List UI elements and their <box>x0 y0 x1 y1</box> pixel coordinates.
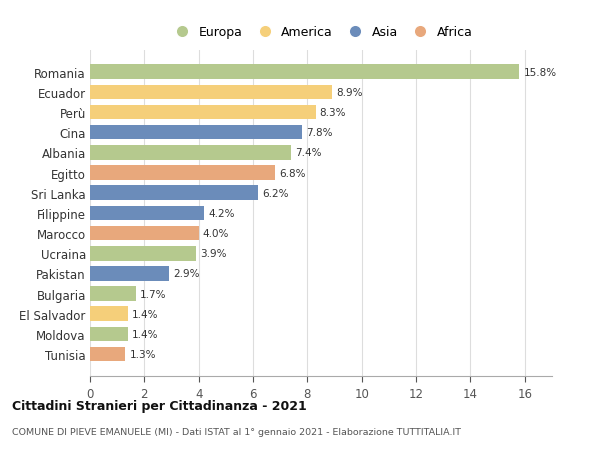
Legend: Europa, America, Asia, Africa: Europa, America, Asia, Africa <box>164 21 478 44</box>
Bar <box>90 106 316 120</box>
Bar <box>90 206 204 221</box>
Text: 15.8%: 15.8% <box>523 67 557 78</box>
Text: COMUNE DI PIEVE EMANUELE (MI) - Dati ISTAT al 1° gennaio 2021 - Elaborazione TUT: COMUNE DI PIEVE EMANUELE (MI) - Dati IST… <box>12 427 461 436</box>
Text: 4.0%: 4.0% <box>203 229 229 239</box>
Text: 7.4%: 7.4% <box>295 148 322 158</box>
Text: 1.4%: 1.4% <box>132 329 158 339</box>
Text: 2.9%: 2.9% <box>173 269 199 279</box>
Text: 6.2%: 6.2% <box>263 188 289 198</box>
Text: 8.3%: 8.3% <box>320 108 346 118</box>
Bar <box>90 146 291 160</box>
Bar <box>90 65 520 80</box>
Bar <box>90 186 259 201</box>
Bar <box>90 126 302 140</box>
Bar <box>90 166 275 180</box>
Bar <box>90 287 136 301</box>
Text: 6.8%: 6.8% <box>279 168 305 178</box>
Bar <box>90 347 125 362</box>
Bar <box>90 246 196 261</box>
Bar <box>90 327 128 341</box>
Bar <box>90 267 169 281</box>
Text: 1.4%: 1.4% <box>132 309 158 319</box>
Text: 3.9%: 3.9% <box>200 249 227 259</box>
Text: 1.3%: 1.3% <box>130 349 156 359</box>
Text: 7.8%: 7.8% <box>306 128 332 138</box>
Text: Cittadini Stranieri per Cittadinanza - 2021: Cittadini Stranieri per Cittadinanza - 2… <box>12 399 307 412</box>
Text: 1.7%: 1.7% <box>140 289 167 299</box>
Bar <box>90 226 199 241</box>
Text: 8.9%: 8.9% <box>336 88 362 98</box>
Bar <box>90 85 332 100</box>
Text: 4.2%: 4.2% <box>208 208 235 218</box>
Bar <box>90 307 128 321</box>
